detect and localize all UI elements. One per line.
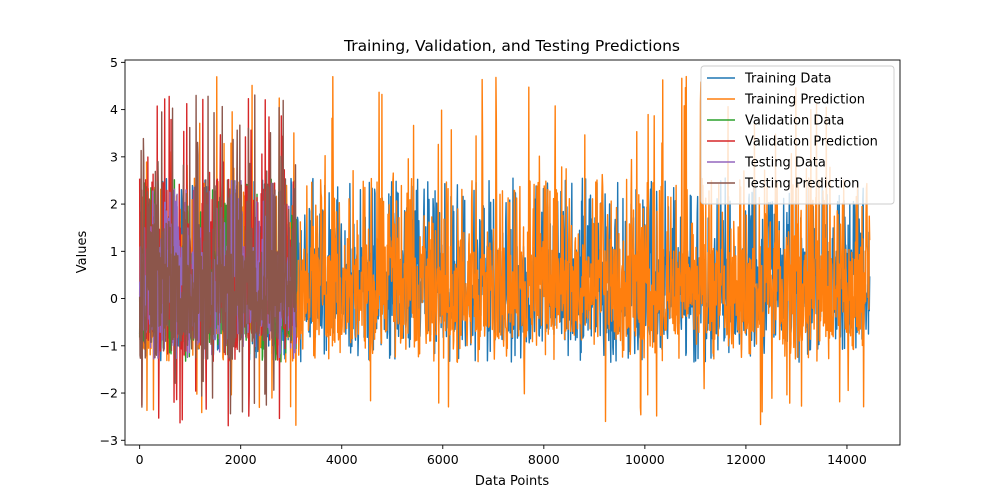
plot-frame bbox=[124, 59, 901, 446]
x-tick-label: 6000 bbox=[427, 452, 459, 467]
y-tick-label: 0 bbox=[110, 291, 118, 306]
legend-label: Testing Prediction bbox=[744, 177, 859, 192]
x-tick-label: 14000 bbox=[827, 452, 867, 467]
y-tick-label: −1 bbox=[100, 338, 118, 353]
y-tick-label: 5 bbox=[110, 55, 118, 70]
series-line-testing-prediction bbox=[138, 94, 297, 415]
legend-label: Validation Data bbox=[745, 114, 844, 129]
series-layer bbox=[138, 75, 871, 427]
y-tick-label: −3 bbox=[100, 433, 118, 448]
x-tick-label: 12000 bbox=[726, 452, 766, 467]
y-tick-label: 4 bbox=[110, 102, 118, 117]
x-tick-label: 2000 bbox=[225, 452, 257, 467]
legend-label: Testing Data bbox=[744, 156, 826, 171]
chart-title: Training, Validation, and Testing Predic… bbox=[343, 37, 680, 55]
x-tick-label: 8000 bbox=[528, 452, 560, 467]
legend-label: Training Data bbox=[744, 72, 831, 87]
x-tick-label: 0 bbox=[136, 452, 144, 467]
y-axis: −3 −2 −1 0 1 2 3 4 5 bbox=[100, 55, 125, 448]
y-axis-label: Values bbox=[75, 231, 90, 274]
legend-box bbox=[700, 65, 895, 205]
x-tick-label: 10000 bbox=[625, 452, 665, 467]
legend-label: Validation Prediction bbox=[745, 135, 878, 150]
x-tick-label: 4000 bbox=[326, 452, 358, 467]
legend-label: Training Prediction bbox=[744, 93, 865, 108]
y-tick-label: −2 bbox=[100, 386, 118, 401]
x-axis-label: Data Points bbox=[475, 474, 549, 489]
legend: Training Data Training Prediction Validati… bbox=[700, 65, 895, 205]
y-tick-label: 1 bbox=[110, 244, 118, 259]
y-tick-label: 2 bbox=[110, 197, 118, 212]
y-tick-label: 3 bbox=[110, 149, 118, 164]
x-axis: 0 2000 4000 6000 8000 10000 12000 14000 bbox=[136, 445, 867, 467]
